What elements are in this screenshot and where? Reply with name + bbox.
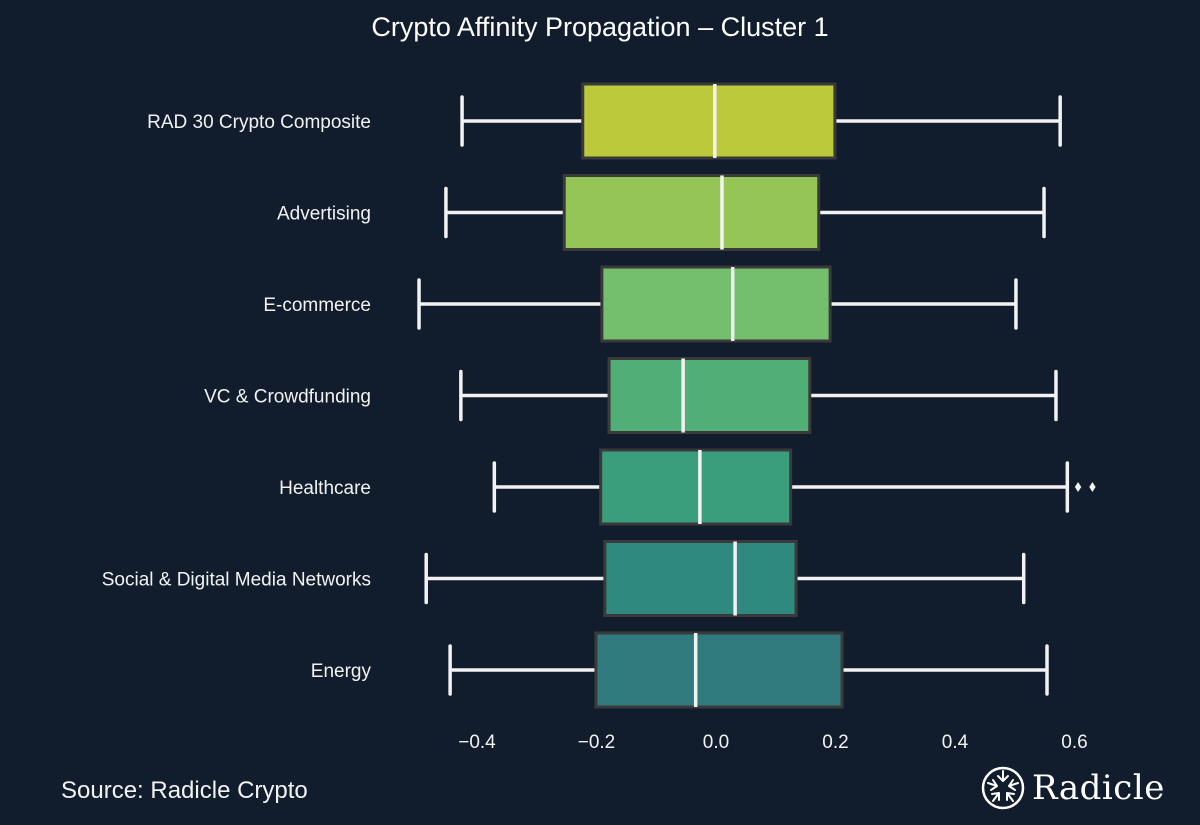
y-tick-label: RAD 30 Crypto Composite (147, 112, 371, 133)
iqr-box (599, 448, 793, 526)
iqr-box (600, 265, 832, 343)
y-tick-label: Advertising (277, 204, 371, 225)
box-group (459, 357, 1058, 434)
y-tick-label: Healthcare (279, 478, 371, 499)
radicle-logo-icon (981, 766, 1025, 810)
outlier-point (1089, 482, 1096, 492)
box-group (492, 448, 1096, 526)
box-group (417, 265, 1018, 343)
y-tick-label: Energy (311, 661, 372, 682)
y-tick-label: Social & Digital Media Networks (102, 570, 371, 591)
x-axis-tick-labels: −0.4 −0.2 0.0 0.2 0.4 0.6 (458, 732, 1087, 753)
source-note: Source: Radicle Crypto (61, 777, 308, 804)
iqr-box (581, 82, 837, 160)
iqr-box (562, 174, 821, 251)
x-tick-label: −0.2 (578, 732, 616, 753)
x-tick-label: 0.2 (822, 732, 848, 753)
x-tick-label: 0.0 (703, 732, 729, 753)
iqr-box (603, 540, 798, 617)
x-tick-label: −0.4 (458, 732, 496, 753)
iqr-box (594, 631, 844, 709)
chart-title: Crypto Affinity Propagation – Cluster 1 (371, 12, 829, 42)
logo-text: Radicle (1032, 768, 1165, 808)
x-tick-label: 0.4 (942, 732, 969, 753)
box-group (424, 540, 1026, 617)
y-axis-labels: RAD 30 Crypto Composite Advertising E-comm… (102, 112, 372, 682)
y-tick-label: E-commerce (263, 295, 371, 316)
x-tick-label: 0.6 (1061, 732, 1087, 753)
iqr-box (607, 357, 812, 434)
outlier-point (1074, 482, 1082, 492)
y-tick-label: VC & Crowdfunding (204, 387, 371, 408)
box-group (460, 82, 1062, 160)
box-group (444, 174, 1046, 251)
radicle-logo: Radicle (980, 765, 1165, 811)
boxes-layer (417, 82, 1096, 709)
box-group (448, 631, 1049, 709)
